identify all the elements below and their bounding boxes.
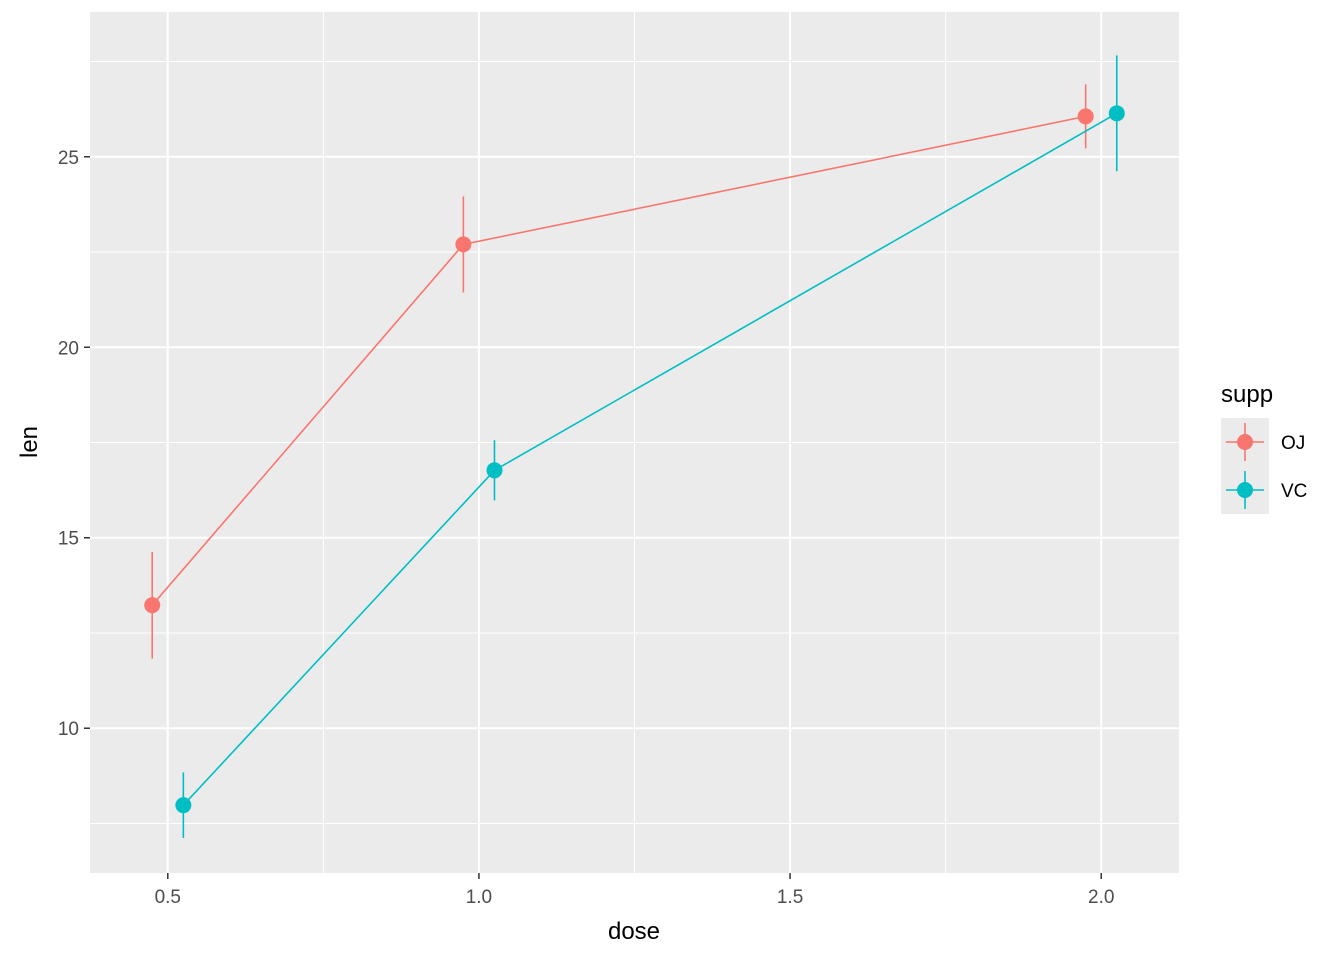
major-gridlines <box>90 12 1179 873</box>
legend-key-point <box>1237 434 1253 450</box>
x-tick-label: 2.0 <box>1088 887 1114 908</box>
y-axis: 10 15 20 25 <box>58 148 90 740</box>
x-tick-label: 0.5 <box>155 887 181 908</box>
x-axis-title: dose <box>608 918 660 945</box>
data-point-vc <box>486 462 503 479</box>
data-point-vc <box>1108 105 1125 122</box>
data-point-oj <box>1077 108 1094 125</box>
data-point-oj <box>455 236 472 253</box>
series-layer <box>144 55 1125 838</box>
data-point-vc <box>175 797 192 814</box>
legend-key-point <box>1237 482 1253 498</box>
data-point-oj <box>144 597 161 614</box>
x-tick-label: 1.0 <box>466 887 492 908</box>
x-axis: 0.5 1.0 1.5 2.0 <box>155 873 1114 908</box>
legend-label: OJ <box>1281 433 1305 454</box>
legend-label: VC <box>1281 481 1307 502</box>
legend: supp OJ VC <box>1221 381 1307 514</box>
y-axis-title: len <box>16 426 43 458</box>
y-tick-label: 20 <box>58 338 79 359</box>
y-tick-label: 15 <box>58 529 79 550</box>
legend-item-vc: VC <box>1221 466 1307 514</box>
y-tick-label: 10 <box>58 719 79 740</box>
legend-title: supp <box>1221 381 1273 408</box>
legend-item-oj: OJ <box>1221 418 1305 466</box>
x-tick-label: 1.5 <box>777 887 803 908</box>
y-tick-label: 25 <box>58 148 79 169</box>
minor-gridlines <box>90 12 1179 873</box>
